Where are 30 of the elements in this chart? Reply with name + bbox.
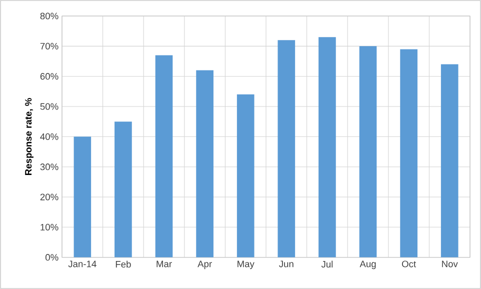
bar [278, 40, 296, 258]
x-tick-label: Apr [198, 260, 212, 270]
y-axis-title: Response rate, % [25, 98, 34, 175]
y-tick-label: 30% [40, 164, 58, 170]
x-tick-label: May [238, 260, 254, 270]
bar [236, 94, 254, 258]
y-tick-label: 20% [40, 194, 58, 200]
x-tick-label: Jul [321, 260, 333, 268]
bar [318, 37, 336, 258]
y-tick-label: 80% [40, 12, 58, 20]
x-tick-label: Jun [279, 260, 294, 268]
y-tick-label: 10% [40, 224, 58, 230]
bar [196, 70, 214, 258]
x-tick-label: Jan-14 [68, 260, 96, 268]
x-tick-label: Mar [156, 260, 172, 268]
bar [155, 55, 173, 258]
y-tick-label: 50% [40, 103, 58, 110]
bar [74, 136, 92, 258]
x-tick-label: Oct [402, 260, 416, 268]
y-tick-label: 60% [40, 73, 58, 80]
y-tick-label: 40% [40, 133, 58, 140]
bar [114, 122, 132, 258]
y-tick-label: 0% [45, 254, 58, 261]
x-tick-label: Nov [442, 260, 458, 268]
x-tick-label: Aug [360, 260, 376, 270]
bar [440, 64, 458, 258]
y-tick-label: 70% [40, 42, 58, 50]
bar [359, 46, 377, 258]
bar [400, 49, 418, 258]
x-tick-label: Feb [116, 260, 131, 268]
